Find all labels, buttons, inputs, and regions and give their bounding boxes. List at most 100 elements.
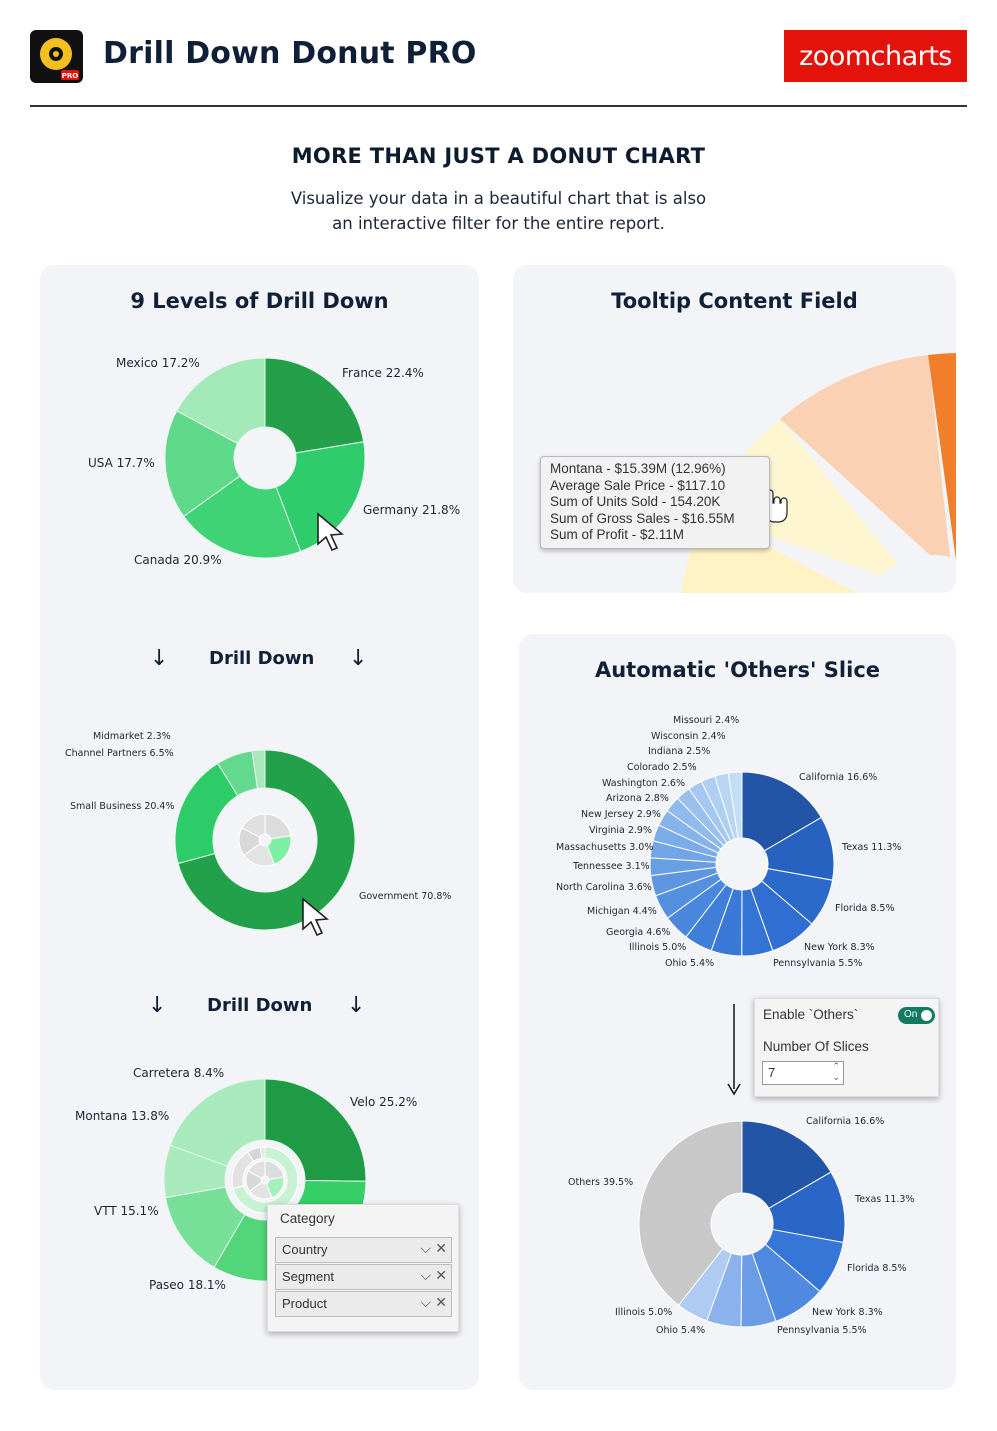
toggle-label: On <box>904 1009 918 1020</box>
states-others-donut <box>638 1120 846 1328</box>
donut-slice <box>928 353 956 561</box>
down-arrow-icon: ↓ <box>148 993 167 1018</box>
slice-label-state: Ohio 5.4% <box>665 958 715 969</box>
donut-slice[interactable] <box>727 771 743 839</box>
donut-slice <box>780 355 952 575</box>
enable-others-toggle[interactable]: On <box>898 1007 935 1024</box>
down-arrow-icon: ↓ <box>150 646 169 671</box>
slice-label-canada: Canada 20.9% <box>134 553 222 567</box>
donut-slice[interactable] <box>264 1078 367 1182</box>
donut-slice[interactable] <box>275 441 366 553</box>
slice-label-small-business: Small Business 20.4% <box>70 801 175 812</box>
data-tooltip: Montana - $15.39M (12.96%) Average Sale … <box>540 456 770 549</box>
slice-label-others-chart: Pennsylvania 5.5% <box>777 1325 867 1336</box>
slice-label-state: California 16.6% <box>799 772 878 783</box>
slice-label-others-chart: Ohio 5.4% <box>656 1325 706 1336</box>
others-charts[interactable] <box>519 634 956 1390</box>
slice-label-state: North Carolina 3.6% <box>556 882 652 893</box>
donut-slice[interactable] <box>176 357 266 445</box>
slice-label-montana: Montana 13.8% <box>75 1109 170 1123</box>
hero-subtitle-line: an interactive filter for the entire rep… <box>332 214 665 233</box>
tooltip-line: Montana - $15.39M (12.96%) <box>550 461 726 476</box>
slice-label-others-chart: Florida 8.5% <box>847 1263 907 1274</box>
category-panel-title: Category <box>280 1211 335 1226</box>
slice-label-state: Texas 11.3% <box>842 842 902 853</box>
chevron-down-icon[interactable]: ⌵ <box>420 1267 431 1283</box>
slice-label-government: Government 70.8% <box>359 891 452 902</box>
donut-slice[interactable] <box>251 749 266 790</box>
slice-label-carretera: Carretera 8.4% <box>133 1066 225 1080</box>
donut-slice[interactable] <box>247 1160 266 1179</box>
pro-badge: PRO <box>62 72 79 80</box>
slice-label-midmarket: Midmarket 2.3% <box>93 731 171 742</box>
slice-label-state: Indiana 2.5% <box>648 746 711 757</box>
donut-slice[interactable] <box>169 1078 266 1167</box>
hero-title: MORE THAN JUST A DONUT CHART <box>291 144 706 168</box>
down-arrow-icon: ↓ <box>347 993 366 1018</box>
slice-label-velo: Velo 25.2% <box>350 1095 418 1109</box>
donut-slice[interactable] <box>638 1120 743 1306</box>
donut-slice[interactable] <box>264 357 365 454</box>
slice-label-state: Massachusetts 3.0% <box>556 842 654 853</box>
category-panel: Category Country ⌵ ✕ Segment ⌵ ✕ Product… <box>267 1204 459 1332</box>
page-title: Drill Down Donut PRO <box>103 36 477 71</box>
slice-label-state: Missouri 2.4% <box>673 715 740 726</box>
slice-label-channel-partners: Channel Partners 6.5% <box>65 748 174 759</box>
donut-slice[interactable] <box>183 475 302 559</box>
toggle-knob <box>921 1010 932 1021</box>
tooltip-line: Sum of Gross Sales - $16.55M <box>550 510 735 526</box>
drill-down-card-title: 9 Levels of Drill Down <box>130 289 389 313</box>
slice-label-state: Virginia 2.9% <box>589 825 652 836</box>
donut-slice[interactable] <box>259 1146 266 1159</box>
number-of-slices-label: Number Of Slices <box>763 1039 869 1054</box>
others-card-title: Automatic 'Others' Slice <box>594 658 881 682</box>
category-item-country[interactable]: Country ⌵ ✕ <box>275 1237 452 1263</box>
tooltip-line: Sum of Profit - $2.11M <box>550 527 685 542</box>
slice-label-vtt: VTT 15.1% <box>94 1204 159 1218</box>
slice-label-mexico: Mexico 17.2% <box>116 356 200 370</box>
donut-slice[interactable] <box>243 842 275 867</box>
close-icon[interactable]: ✕ <box>435 1267 447 1283</box>
close-icon[interactable]: ✕ <box>435 1240 447 1256</box>
chevron-down-icon[interactable]: ⌵ <box>420 1240 431 1256</box>
slice-label-state: New York 8.3% <box>804 942 875 953</box>
slice-label-state: Michigan 4.4% <box>587 906 657 917</box>
category-item-label: Country <box>282 1242 328 1257</box>
category-item-segment[interactable]: Segment ⌵ ✕ <box>275 1264 452 1290</box>
hero-subtitle: Visualize your data in a beautiful chart… <box>0 186 997 236</box>
slice-label-state: New Jersey 2.9% <box>581 809 661 820</box>
slice-label-others-chart: Texas 11.3% <box>855 1194 915 1205</box>
header-divider <box>30 105 967 107</box>
slice-label-usa: USA 17.7% <box>88 456 155 470</box>
enable-others-label: Enable `Others` <box>763 1007 859 1022</box>
slice-label-state: Georgia 4.6% <box>606 927 671 938</box>
chevron-down-icon[interactable]: ⌵ <box>420 1294 431 1310</box>
drill-down-label: Drill Down <box>209 648 315 669</box>
donut-slice[interactable] <box>232 1146 299 1214</box>
category-item-product[interactable]: Product ⌵ ✕ <box>275 1291 452 1317</box>
number-of-slices-input[interactable]: 7 ⌃ ⌄ <box>762 1061 844 1085</box>
slice-label-others-chart: New York 8.3% <box>812 1307 883 1318</box>
down-arrow-icon <box>727 1083 741 1096</box>
slice-label-state: Tennessee 3.1% <box>573 861 650 872</box>
brand-logo: zoomcharts <box>784 30 967 82</box>
donut-slice[interactable] <box>177 749 356 931</box>
close-icon[interactable]: ✕ <box>435 1294 447 1310</box>
slice-label-state: Wisconsin 2.4% <box>651 731 726 742</box>
slice-label-state: Colorado 2.5% <box>627 762 697 773</box>
drill-down-charts[interactable] <box>40 265 479 1390</box>
slice-label-state: Washington 2.6% <box>602 778 685 789</box>
slice-label-state: Illinois 5.0% <box>629 942 687 953</box>
donut-slice[interactable] <box>741 1120 832 1210</box>
slice-label-others-chart: California 16.6% <box>806 1116 885 1127</box>
tooltip-line: Average Sale Price - $117.10 <box>550 477 726 493</box>
category-item-label: Segment <box>282 1269 335 1284</box>
donut-slice[interactable] <box>241 813 266 838</box>
donut-slice[interactable] <box>264 813 292 840</box>
spinner-icon[interactable]: ⌃ ⌄ <box>832 1061 840 1082</box>
number-of-slices-value: 7 <box>768 1065 776 1080</box>
segment-donut <box>174 749 356 931</box>
donut-slice[interactable] <box>164 410 241 517</box>
donut-slice[interactable] <box>741 771 823 852</box>
category-item-label: Product <box>282 1296 327 1311</box>
